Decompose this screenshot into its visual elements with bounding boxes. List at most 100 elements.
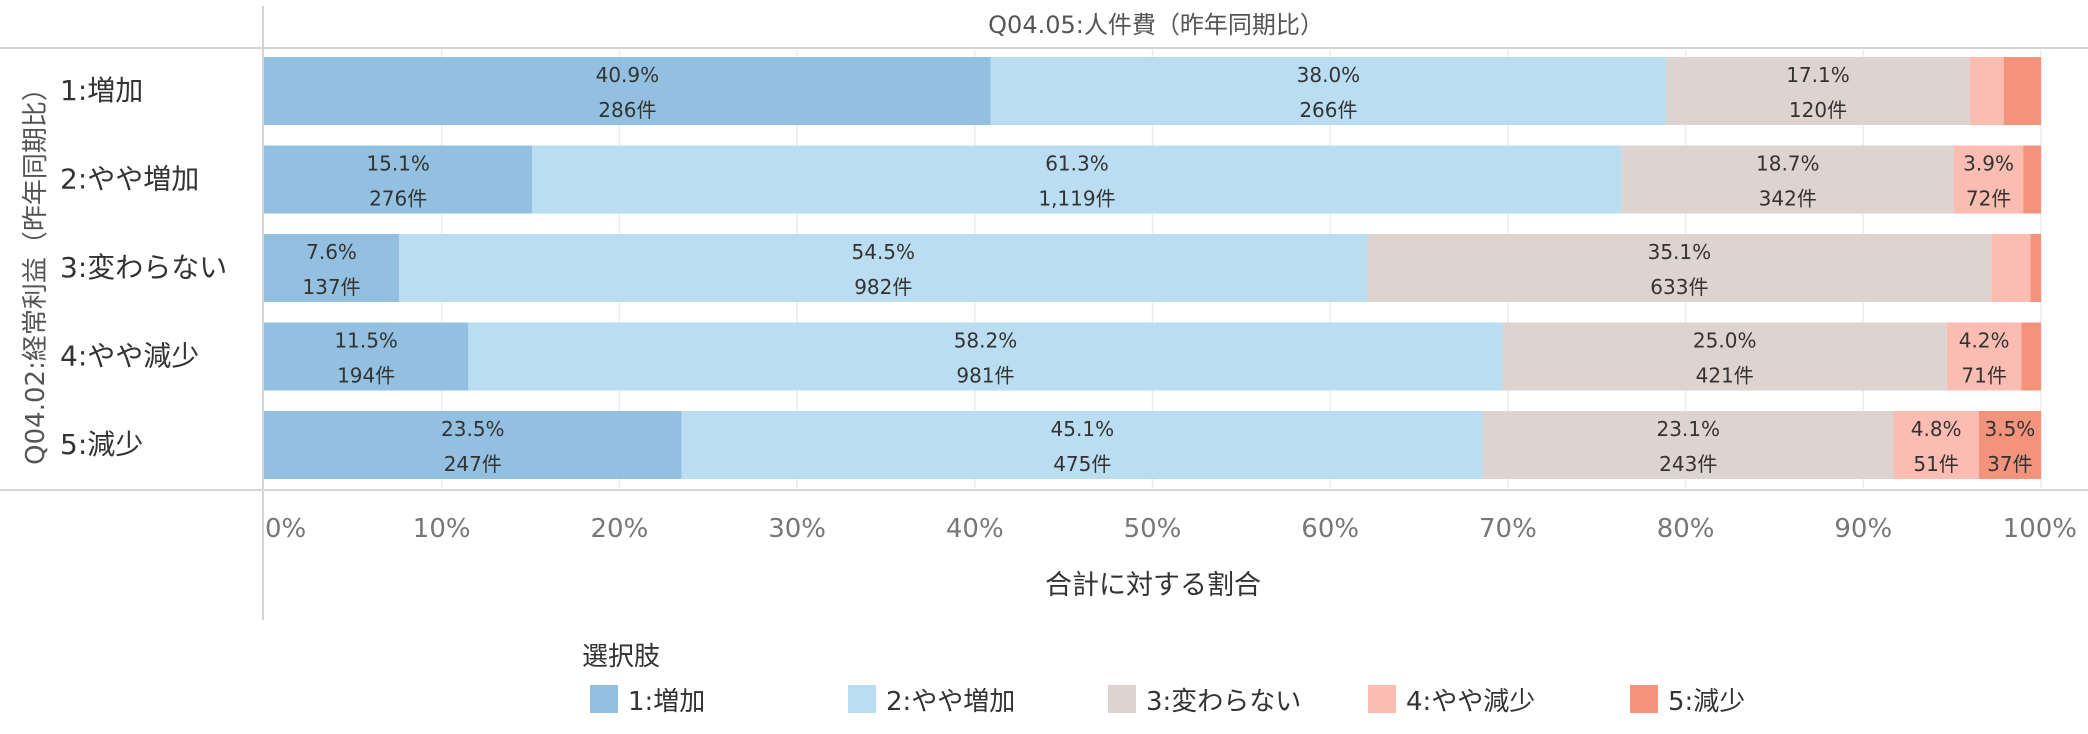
- data-label-percent: 40.9%: [596, 63, 660, 87]
- data-label-percent: 23.5%: [441, 417, 505, 441]
- data-label-count: 194件: [337, 364, 395, 388]
- data-label-count: 137件: [302, 275, 360, 299]
- bar-segment: [1502, 322, 1947, 391]
- data-label-count: 633件: [1650, 275, 1708, 299]
- x-tick-label: 70%: [1479, 514, 1537, 544]
- bar-segment: [1946, 322, 2022, 391]
- data-label-percent: 4.2%: [1959, 329, 2010, 353]
- data-label-count: 286件: [598, 98, 656, 122]
- data-label-count: 266件: [1299, 98, 1357, 122]
- data-label-count: 72件: [1966, 187, 2011, 211]
- bar-segment: [681, 411, 1484, 479]
- data-label-count: 982件: [854, 275, 912, 299]
- bar-segment: [1483, 411, 1894, 479]
- legend-swatch: [590, 685, 618, 713]
- data-label-count: 51件: [1913, 452, 1958, 476]
- x-tick-label: 100%: [2003, 514, 2077, 544]
- bar-segment: [264, 145, 533, 214]
- bar-segment: [990, 57, 1667, 125]
- bar-segment: [1969, 57, 2004, 125]
- data-label-percent: 7.6%: [306, 240, 357, 264]
- data-label-percent: 35.1%: [1648, 240, 1712, 264]
- data-label-percent: 15.1%: [366, 152, 430, 176]
- data-label-count: 71件: [1961, 364, 2006, 388]
- category-label: 2:やや増加: [60, 163, 199, 196]
- bar-segment: [1621, 145, 1954, 214]
- legend-items: 1:増加 2:やや増加 3:変わらない 4:やや減少 5:減少: [590, 685, 1745, 717]
- data-label-count: 421件: [1696, 364, 1754, 388]
- data-label-percent: 3.5%: [1984, 417, 2035, 441]
- bar-segment: [2030, 234, 2041, 302]
- data-label-percent: 17.1%: [1786, 63, 1850, 87]
- data-label-count: 981件: [956, 364, 1014, 388]
- bar-segment: [1367, 234, 1992, 302]
- legend-label: 5:減少: [1668, 687, 1745, 717]
- chart-title: Q04.05:人件費（昨年同期比）: [988, 11, 1324, 39]
- data-label-count: 243件: [1659, 452, 1717, 476]
- legend-swatch: [1368, 685, 1396, 713]
- data-label-percent: 38.0%: [1297, 63, 1361, 87]
- x-tick-label: 40%: [946, 514, 1004, 544]
- data-label-count: 37件: [1987, 452, 2032, 476]
- x-tick-label: 50%: [1124, 514, 1182, 544]
- x-tick-label: 80%: [1657, 514, 1715, 544]
- bar-segment: [264, 411, 682, 479]
- bar-segment: [264, 322, 469, 391]
- bar-segment: [2023, 145, 2041, 214]
- legend-label: 1:増加: [628, 687, 705, 717]
- data-label-count: 1,119件: [1038, 187, 1115, 211]
- x-tick-label: 0%: [265, 514, 306, 544]
- bar-segment: [399, 234, 1368, 302]
- legend: 選択肢 1:増加 2:やや増加 3:変わらない 4:やや減少 5:減少: [582, 642, 1745, 717]
- data-label-percent: 25.0%: [1693, 329, 1757, 353]
- data-label-percent: 4.8%: [1911, 417, 1962, 441]
- data-label-percent: 61.3%: [1045, 152, 1109, 176]
- bar-segment: [264, 57, 991, 125]
- bar-segment: [2003, 57, 2041, 125]
- x-axis-title: 合計に対する割合: [1045, 570, 1261, 601]
- data-label-count: 342件: [1759, 187, 1817, 211]
- legend-label: 4:やや減少: [1406, 687, 1535, 717]
- bar-segment: [1991, 234, 2031, 302]
- category-label: 3:変わらない: [60, 251, 227, 284]
- bar-segment: [2021, 322, 2041, 391]
- legend-swatch: [1630, 685, 1658, 713]
- data-label-count: 475件: [1053, 452, 1111, 476]
- data-label-count: 247件: [444, 452, 502, 476]
- legend-label: 2:やや増加: [886, 687, 1015, 717]
- data-label-percent: 45.1%: [1051, 417, 1115, 441]
- bar-segment: [1893, 411, 1979, 479]
- category-label: 1:増加: [60, 74, 143, 107]
- bar-segment: [468, 322, 1503, 391]
- data-labels: 40.9% 286件 38.0% 266件 17.1% 120件 15.1% 276件 61.3…: [302, 63, 2035, 476]
- data-label-percent: 58.2%: [954, 329, 1018, 353]
- legend-label: 3:変わらない: [1146, 687, 1301, 717]
- x-tick-label: 20%: [591, 514, 649, 544]
- data-label-percent: 11.5%: [334, 329, 398, 353]
- bar-segment: [532, 145, 1622, 214]
- data-label-percent: 18.7%: [1756, 152, 1820, 176]
- legend-title: 選択肢: [582, 642, 660, 672]
- bar-segment: [264, 234, 400, 302]
- x-tick-label: 90%: [1834, 514, 1892, 544]
- x-tick-label: 60%: [1301, 514, 1359, 544]
- x-axis-ticks: 0% 10% 20% 30% 40% 50% 60% 70% 80% 90% 100%: [265, 514, 2077, 544]
- chart-frame: [0, 6, 2088, 620]
- category-labels: 1:増加 2:やや増加 3:変わらない 4:やや減少 5:減少: [60, 74, 227, 461]
- bar-segment: [1978, 411, 2041, 479]
- data-label-percent: 23.1%: [1656, 417, 1720, 441]
- category-label: 5:減少: [60, 428, 143, 461]
- x-tick-label: 10%: [413, 514, 471, 544]
- category-label: 4:やや減少: [60, 340, 199, 373]
- bar-segment: [1666, 57, 1970, 125]
- data-label-count: 120件: [1789, 98, 1847, 122]
- bars: [264, 57, 2041, 479]
- legend-swatch: [848, 685, 876, 713]
- bar-segment: [1953, 145, 2024, 214]
- y-axis-title: Q04.02:経常利益（昨年同期比）: [21, 75, 51, 465]
- legend-swatch: [1108, 685, 1136, 713]
- x-tick-label: 30%: [768, 514, 826, 544]
- data-label-percent: 3.9%: [1963, 152, 2014, 176]
- data-label-count: 276件: [369, 187, 427, 211]
